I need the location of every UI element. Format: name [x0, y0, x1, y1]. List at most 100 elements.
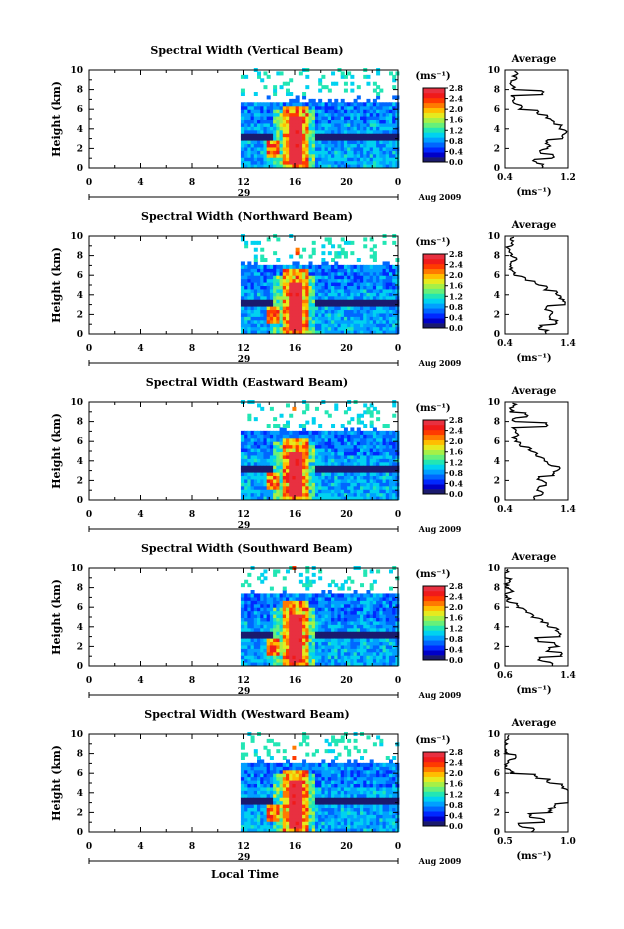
heatmap-cell — [276, 749, 281, 754]
colorbar-tick-label: 1.6 — [449, 281, 463, 291]
heatmap-cell — [311, 309, 316, 314]
heatmap-cell — [382, 122, 387, 127]
heatmap-cell — [263, 620, 268, 625]
heatmap-cell — [240, 302, 245, 307]
heatmap-cell — [353, 437, 358, 442]
heatmap-cell — [263, 641, 268, 646]
heatmap-cell — [308, 600, 313, 605]
heatmap-cell — [327, 444, 332, 449]
heatmap-cell — [388, 295, 393, 300]
heatmap-cell — [269, 143, 274, 148]
heatmap-cell — [379, 129, 384, 134]
heatmap-cell — [343, 651, 348, 656]
heatmap-cell — [376, 600, 381, 605]
heatmap-cell — [305, 157, 310, 162]
heatmap-cell — [298, 461, 303, 466]
heatmap-cell — [321, 478, 326, 483]
heatmap-cell — [250, 786, 255, 791]
heatmap-cell — [334, 472, 339, 477]
heatmap-cell — [260, 617, 265, 622]
heatmap-cell — [363, 140, 368, 145]
heatmap-cell — [247, 631, 252, 636]
heatmap-cell — [350, 119, 355, 124]
heatmap-cell — [369, 569, 374, 574]
heatmap-cell — [366, 617, 371, 622]
heatmap-cell — [337, 244, 342, 249]
heatmap-cell — [305, 112, 310, 117]
heatmap-cell — [363, 475, 368, 480]
heatmap-cell — [308, 461, 313, 466]
heatmap-cell — [314, 437, 319, 442]
heatmap-cell — [273, 164, 278, 169]
panel-title: Spectral Width (Westward Beam) — [144, 708, 349, 721]
heatmap-cell — [353, 434, 358, 439]
heatmap-cell — [311, 579, 316, 584]
heatmap-cell — [353, 603, 358, 608]
heatmap-cell — [388, 614, 393, 619]
heatmap-cell — [331, 316, 336, 321]
heatmap-cell — [379, 658, 384, 663]
heatmap-cell — [311, 264, 316, 269]
heatmap-cell — [340, 160, 345, 165]
heatmap-cell — [295, 627, 300, 632]
heatmap-cell — [305, 441, 310, 446]
heatmap-cell — [260, 295, 265, 300]
heatmap-cell — [273, 624, 278, 629]
heatmap-cell — [334, 614, 339, 619]
heatmap-cell — [366, 330, 371, 335]
heatmap-cell — [385, 285, 390, 290]
heatmap-cell — [372, 658, 377, 663]
heatmap-cell — [308, 292, 313, 297]
heatmap-cell — [276, 126, 281, 131]
heatmap-cell — [356, 271, 361, 276]
heatmap-cell — [347, 475, 352, 480]
heatmap-cell — [334, 326, 339, 331]
heatmap-cell — [392, 444, 397, 449]
heatmap-cell — [292, 146, 297, 151]
heatmap-cell — [308, 489, 313, 494]
heatmap-cell — [240, 448, 245, 453]
heatmap-cell — [372, 593, 377, 598]
heatmap-cell — [318, 485, 323, 490]
heatmap-cell — [385, 309, 390, 314]
heatmap-cell — [363, 146, 368, 151]
heatmap-cell — [298, 648, 303, 653]
heatmap-cell — [302, 278, 307, 283]
colorbar-tick-label: 0.4 — [449, 312, 463, 322]
heatmap-cell — [372, 150, 377, 155]
heatmap-cell — [311, 624, 316, 629]
heatmap-cell — [314, 478, 319, 483]
heatmap-cell — [350, 631, 355, 636]
heatmap-cell — [244, 627, 249, 632]
heatmap-cell — [340, 282, 345, 287]
heatmap-cell — [392, 309, 397, 314]
heatmap-cell — [314, 454, 319, 459]
heatmap-cell — [260, 444, 265, 449]
heatmap-cell — [276, 116, 281, 121]
heatmap-cell — [240, 810, 245, 815]
heatmap-cell — [314, 105, 319, 110]
heatmap-cell — [340, 617, 345, 622]
heatmap-cell — [327, 150, 332, 155]
heatmap-cell — [308, 434, 313, 439]
colorbar-swatch — [423, 97, 445, 104]
heatmap-cell — [331, 292, 336, 297]
heatmap-cell — [292, 607, 297, 612]
heatmap-cell — [308, 641, 313, 646]
heatmap-cell — [263, 71, 268, 76]
heatmap-cell — [279, 271, 284, 276]
heatmap-cell — [363, 610, 368, 615]
heatmap-cell — [372, 662, 377, 667]
heatmap-cell — [295, 119, 300, 124]
heatmap-cell — [369, 583, 374, 588]
heatmap-cell — [350, 81, 355, 86]
heatmap-cell — [382, 133, 387, 138]
heatmap-cell — [257, 610, 262, 615]
heatmap-cell — [353, 634, 358, 639]
heatmap-cell — [247, 454, 252, 459]
heatmap-cell — [350, 323, 355, 328]
heatmap-cell — [302, 631, 307, 636]
heatmap-cell — [369, 403, 374, 408]
heatmap-cell — [360, 285, 365, 290]
heatmap-cell — [337, 160, 342, 165]
